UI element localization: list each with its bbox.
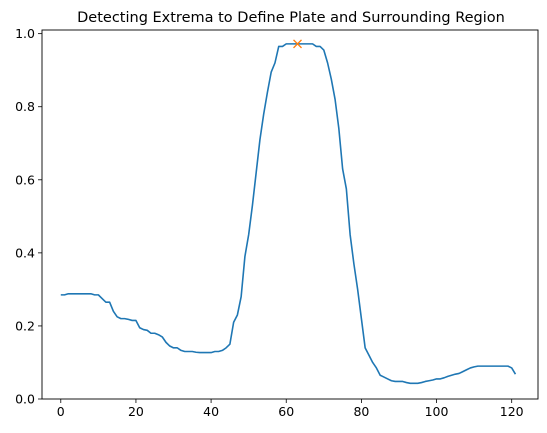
y-tick-label: 0.4 bbox=[15, 245, 35, 260]
x-tick-label: 0 bbox=[57, 404, 65, 419]
y-tick-label: 0.6 bbox=[15, 172, 35, 187]
extrema-marker bbox=[293, 39, 302, 49]
y-axis: 0.0 0.2 0.4 0.6 0.8 1.0 bbox=[15, 26, 42, 407]
series-line bbox=[60, 43, 517, 385]
x-tick-label: 20 bbox=[128, 404, 144, 419]
x-tick-label: 120 bbox=[500, 404, 524, 419]
y-tick-label: 0.0 bbox=[15, 392, 35, 407]
plot-frame bbox=[41, 29, 539, 400]
x-tick-label: 100 bbox=[425, 404, 449, 419]
chart-title: Detecting Extrema to Define Plate and Su… bbox=[77, 10, 505, 26]
x-tick-label: 80 bbox=[353, 404, 369, 419]
y-tick-label: 0.8 bbox=[15, 99, 35, 114]
y-tick-label: 1.0 bbox=[15, 26, 35, 41]
x-axis: 0 20 40 60 80 100 120 bbox=[57, 399, 524, 419]
y-tick-label: 0.2 bbox=[15, 318, 35, 333]
x-tick-label: 40 bbox=[203, 404, 219, 419]
x-tick-label: 60 bbox=[278, 404, 294, 419]
plot-area bbox=[60, 39, 517, 385]
